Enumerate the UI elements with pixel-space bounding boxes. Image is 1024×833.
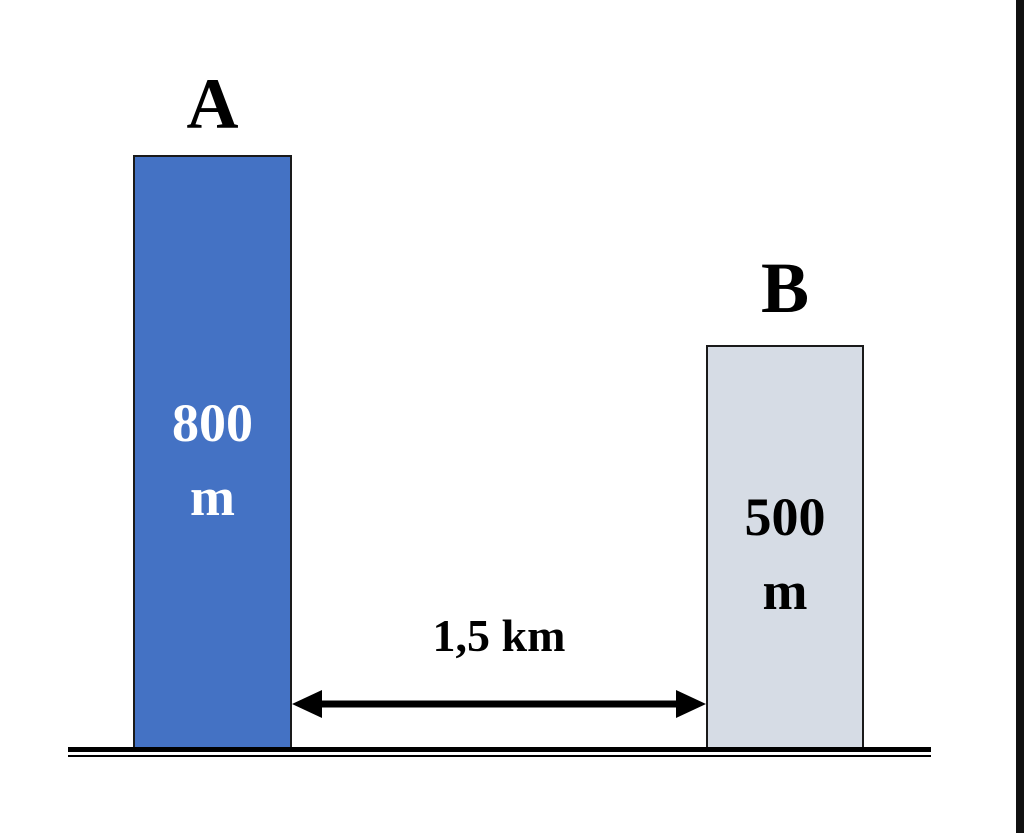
frame-edge (1016, 0, 1024, 833)
distance-arrow (292, 690, 706, 718)
tower-a (133, 155, 292, 752)
tower-b-height: 500 m (706, 480, 864, 628)
tower-b-height-unit: m (762, 561, 808, 621)
tower-a-height-unit: m (190, 467, 235, 527)
tower-b-height-value: 500 (744, 487, 826, 547)
distance-arrow-head-left (292, 690, 322, 718)
tower-b (706, 345, 864, 752)
tower-a-height: 800 m (133, 386, 292, 534)
tower-b-label: B (760, 248, 810, 328)
tower-a-label: A (186, 64, 239, 144)
tower-a-height-value: 800 (172, 393, 253, 453)
ground-line (68, 747, 931, 757)
distance-arrow-head-right (676, 690, 706, 718)
ground-line-thick (68, 747, 931, 752)
ground-line-thin (68, 755, 931, 757)
distance-label: 1,5 km (432, 610, 566, 661)
